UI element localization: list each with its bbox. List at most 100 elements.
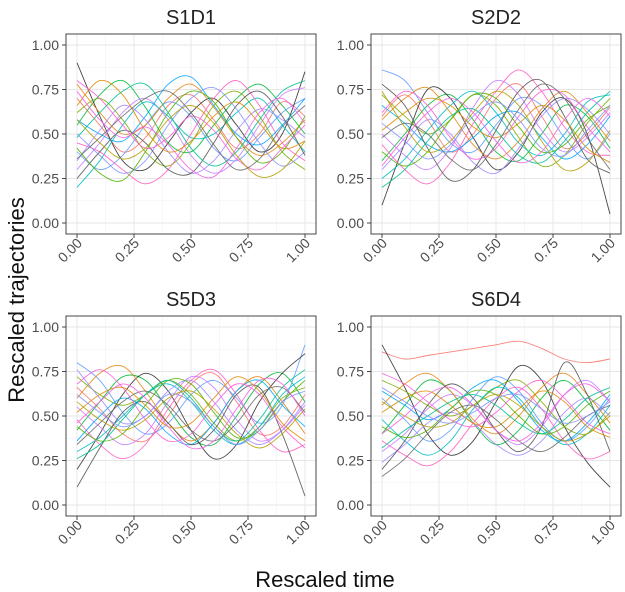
trajectory-line	[381, 90, 611, 172]
panel-title: S5D3	[166, 289, 216, 311]
trajectory-line	[76, 369, 306, 460]
x-axis-title: Rescaled time	[255, 567, 394, 592]
trajectory-line	[381, 69, 611, 160]
trajectory-line	[76, 384, 306, 497]
trajectory-line	[76, 369, 306, 445]
y-tick-label: 0.00	[32, 497, 59, 513]
trajectory-line	[76, 386, 306, 445]
trajectory-line	[381, 390, 611, 438]
y-tick-label: 1.00	[337, 37, 364, 53]
x-tick-label: 0.50	[169, 235, 200, 266]
trajectory-line	[381, 376, 611, 442]
x-tick-label: 0.75	[531, 235, 562, 266]
trajectory-line	[76, 377, 306, 450]
y-tick-label: 1.00	[337, 319, 364, 335]
trajectory-line	[76, 80, 306, 185]
trajectory-line	[381, 101, 611, 160]
y-tick-label: 0.25	[337, 171, 364, 187]
x-tick-label: 0.50	[169, 517, 200, 548]
trajectory-line	[76, 390, 306, 445]
x-tick-label: 0.00	[360, 235, 391, 266]
trajectory-line	[381, 379, 611, 442]
trajectory-line	[76, 93, 306, 153]
trajectory-line	[381, 372, 611, 435]
trajectory-line	[381, 383, 611, 442]
panel-title: S6D4	[471, 289, 521, 311]
x-tick-label: 0.00	[55, 235, 86, 266]
y-axis-title: Rescaled trajectories	[4, 197, 29, 402]
trajectory-line	[381, 386, 611, 456]
trajectory-line	[381, 97, 611, 175]
trajectory-line	[381, 90, 611, 188]
x-tick-label: 1.00	[588, 235, 619, 266]
trajectory-line	[381, 97, 611, 163]
trajectory-line	[381, 83, 611, 171]
x-tick-label: 0.25	[112, 235, 143, 266]
x-tick-label: 0.25	[417, 235, 448, 266]
y-tick-label: 0.25	[337, 453, 364, 469]
facet-panel: S5D3 0.00 0.25 0.50 0.75 1.00 0.00 0.25 0.50 0.75…	[32, 289, 317, 548]
y-tick-label: 0.75	[32, 364, 59, 380]
trajectory-line	[76, 378, 306, 442]
trajectory-line	[381, 93, 611, 162]
facet-panel: S1D1 0.00 0.25 0.50 0.75 1.00 0.00 0.25 0.50 0.75…	[32, 7, 317, 266]
trajectory-line	[76, 90, 306, 171]
x-tick-label: 0.50	[474, 235, 505, 266]
trajectory-line	[76, 390, 306, 449]
x-tick-label: 0.50	[474, 517, 505, 548]
trajectory-line	[381, 97, 611, 167]
y-tick-label: 0.00	[32, 215, 59, 231]
trajectory-line	[381, 387, 611, 424]
x-tick-label: 0.00	[55, 517, 86, 548]
y-tick-label: 0.50	[337, 126, 364, 142]
trajectory-line	[381, 394, 611, 442]
trajectory-line	[76, 80, 306, 171]
trajectory-line	[381, 86, 611, 160]
x-tick-label: 1.00	[283, 517, 314, 548]
y-tick-label: 0.25	[32, 453, 59, 469]
y-tick-label: 0.50	[32, 126, 59, 142]
trajectory-line	[381, 88, 611, 160]
y-tick-label: 0.75	[337, 82, 364, 98]
panel-title: S2D2	[471, 7, 521, 29]
trajectory-line	[381, 387, 611, 449]
y-tick-label: 1.00	[32, 319, 59, 335]
trajectory-line	[76, 83, 306, 156]
trajectory-line	[76, 90, 306, 179]
y-tick-label: 0.50	[32, 408, 59, 424]
trajectory-line	[381, 105, 611, 160]
trajectory-line	[76, 80, 306, 167]
trajectory-line	[76, 91, 306, 179]
y-tick-label: 0.75	[32, 82, 59, 98]
y-tick-label: 0.00	[337, 497, 364, 513]
trajectory-line	[76, 105, 306, 178]
facet-panels: S1D1 0.00 0.25 0.50 0.75 1.00 0.00 0.25 0.50 0.75…	[32, 7, 622, 548]
trajectory-line	[381, 404, 611, 477]
trajectory-line	[381, 93, 611, 168]
x-tick-label: 1.00	[283, 235, 314, 266]
x-tick-label: 0.25	[112, 517, 143, 548]
trajectory-line	[76, 376, 306, 442]
trajectory-line	[76, 79, 306, 153]
y-tick-label: 1.00	[32, 37, 59, 53]
y-tick-label: 0.25	[32, 171, 59, 187]
trajectory-line	[76, 90, 306, 170]
trajectory-line	[76, 79, 306, 154]
trajectory-line	[76, 375, 306, 446]
facet-panel: S6D4 0.00 0.25 0.50 0.75 1.00 0.00 0.25 0.50 0.75…	[337, 289, 622, 548]
trajectory-line	[76, 369, 306, 449]
facet-panel: S2D2 0.00 0.25 0.50 0.75 1.00 0.00 0.25 0.50 0.75…	[337, 7, 622, 266]
y-tick-label: 0.50	[337, 408, 364, 424]
trajectory-line	[76, 86, 306, 174]
panel-title: S1D1	[166, 7, 216, 29]
y-tick-label: 0.00	[337, 215, 364, 231]
trajectory-line	[381, 397, 611, 463]
x-tick-label: 1.00	[588, 517, 619, 548]
trajectory-line	[76, 75, 306, 146]
trajectory-line	[76, 90, 306, 182]
trajectory-line	[381, 340, 611, 364]
y-tick-label: 0.75	[337, 364, 364, 380]
trajectory-line	[381, 372, 611, 435]
x-tick-label: 0.00	[360, 517, 391, 548]
